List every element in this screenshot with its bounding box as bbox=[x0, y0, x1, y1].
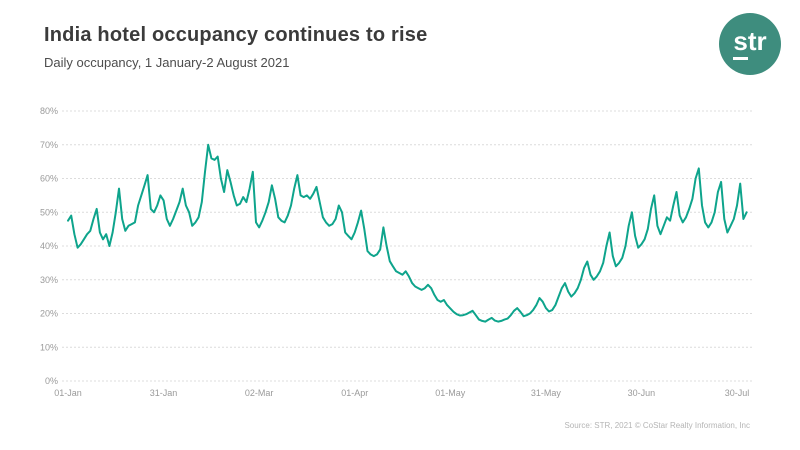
y-axis-tick-label: 50% bbox=[40, 207, 58, 217]
occupancy-line bbox=[67, 143, 748, 323]
y-axis-tick-label: 20% bbox=[40, 309, 58, 319]
x-axis-tick-label: 01-May bbox=[435, 388, 466, 398]
x-axis-tick-label: 01-Jan bbox=[54, 388, 82, 398]
x-axis-tick-label: 30-Jun bbox=[628, 388, 656, 398]
y-axis-tick-label: 0% bbox=[45, 376, 58, 386]
x-axis-tick-label: 01-Apr bbox=[341, 388, 368, 398]
str-logo-letter-s: s bbox=[733, 28, 748, 60]
str-logo-letters-tr: tr bbox=[747, 26, 767, 56]
chart-subtitle: Daily occupancy, 1 January-2 August 2021 bbox=[44, 55, 290, 70]
x-axis-tick-label: 30-Jul bbox=[725, 388, 750, 398]
y-axis-tick-label: 80% bbox=[40, 106, 58, 116]
x-axis-tick-label: 02-Mar bbox=[245, 388, 274, 398]
chart-title: India hotel occupancy continues to rise bbox=[44, 24, 428, 46]
y-axis-tick-label: 30% bbox=[40, 275, 58, 285]
x-axis-tick-label: 31-May bbox=[531, 388, 562, 398]
chart-header: India hotel occupancy continues to rise … bbox=[44, 24, 427, 70]
y-axis-tick-label: 10% bbox=[40, 342, 58, 352]
y-axis-tick-label: 60% bbox=[40, 174, 58, 184]
y-axis-tick-label: 70% bbox=[40, 140, 58, 150]
occupancy-line-chart: 0% 10% 20% 30% 40% 50% 60% 70% 80% 01-Jan 31-Jan 02… bbox=[0, 95, 800, 415]
x-axis-tick-label: 31-Jan bbox=[150, 388, 178, 398]
occupancy-line-chart-svg: 0% 10% 20% 30% 40% 50% 60% 70% 80% 01-Jan 31-Jan 02… bbox=[40, 106, 753, 398]
y-axis-tick-label: 40% bbox=[40, 241, 58, 251]
source-attribution: Source: STR, 2021 © CoStar Realty Inform… bbox=[564, 421, 750, 430]
str-logo: s tr bbox=[719, 13, 781, 75]
str-logo-text: s tr bbox=[733, 26, 767, 60]
